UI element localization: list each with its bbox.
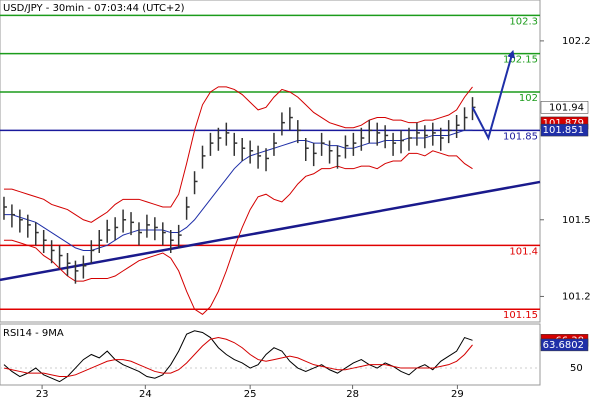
level-label: 101.85 bbox=[503, 131, 538, 142]
rsi-panel bbox=[0, 323, 541, 386]
band-line bbox=[3, 150, 473, 315]
x-tick-label: 23 bbox=[36, 389, 49, 400]
y-tick-label: 101.5 bbox=[562, 215, 590, 226]
last-price-box bbox=[540, 101, 589, 114]
rsi-marker-box bbox=[540, 338, 589, 352]
projection-arrow bbox=[471, 49, 515, 141]
band-marker-label: 101.851 bbox=[543, 125, 584, 136]
rsi-line bbox=[3, 330, 473, 383]
level-label: 101.15 bbox=[503, 310, 538, 321]
chart-title: USD/JPY - 30min - 07:03:44 (UTC+2) bbox=[3, 3, 185, 14]
x-tick-label: 25 bbox=[244, 389, 257, 400]
x-tick-label: 24 bbox=[139, 389, 152, 400]
band-line bbox=[3, 86, 473, 223]
price-marker-label: 101.879 bbox=[543, 118, 584, 129]
level-label: 102.15 bbox=[503, 55, 538, 66]
rsi-tick-label: 50 bbox=[570, 363, 583, 374]
price-panel bbox=[0, 0, 541, 323]
rsi-line bbox=[3, 337, 473, 378]
band-marker-box bbox=[540, 123, 589, 137]
x-tick-label: 28 bbox=[346, 389, 359, 400]
level-label: 101.4 bbox=[509, 246, 538, 257]
x-tick-label: 29 bbox=[451, 389, 464, 400]
y-tick-label: 102.2 bbox=[562, 36, 590, 47]
band-line bbox=[3, 129, 473, 251]
rsi-marker-label: 63.6802 bbox=[543, 340, 584, 351]
trendline bbox=[0, 180, 541, 282]
y-tick-label: 101.2 bbox=[562, 291, 590, 302]
last-price-label: 101.94 bbox=[549, 102, 584, 113]
rsi-title: RSI14 - 9MA bbox=[3, 328, 64, 339]
level-label: 102.3 bbox=[509, 16, 538, 27]
level-label: 102 bbox=[519, 93, 538, 104]
